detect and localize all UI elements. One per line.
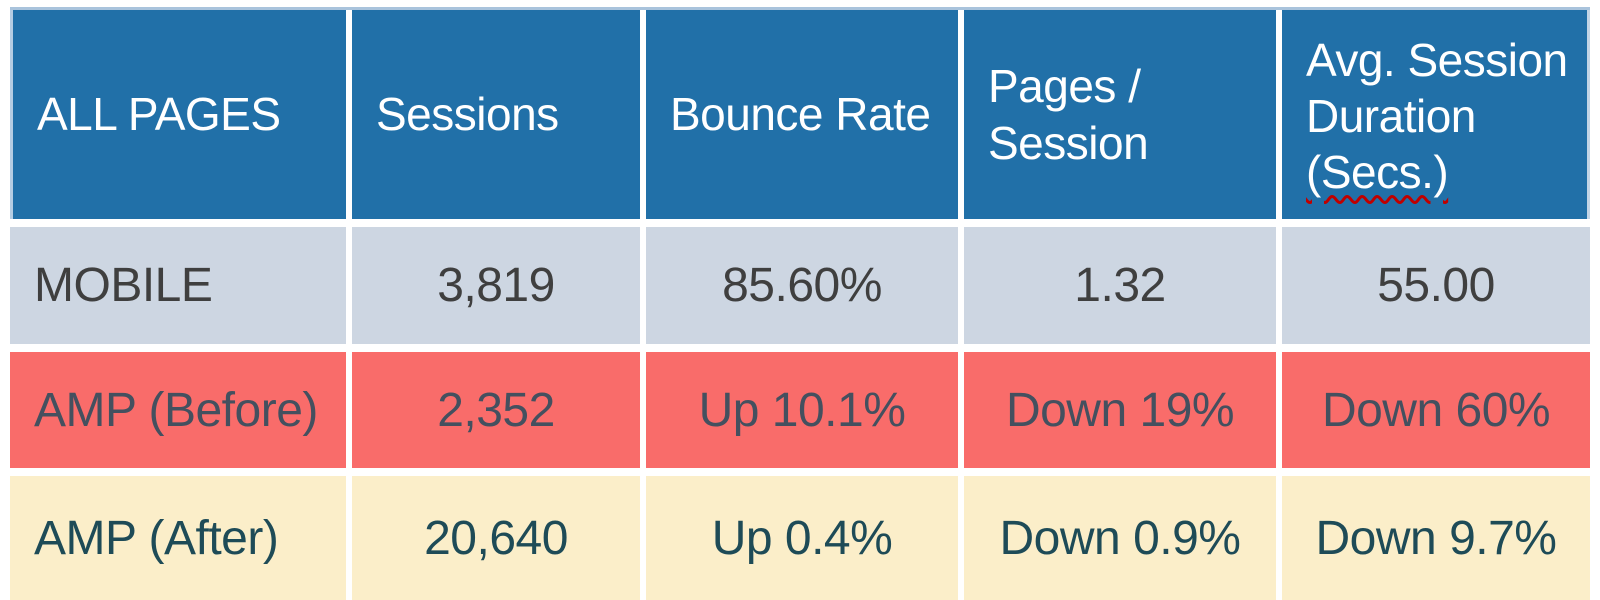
header-avg-line-1: Avg. Session [1306, 34, 1568, 86]
row-amp-before-label: AMP (Before) [10, 352, 346, 468]
cell-mobile-pages-per-session: 1.32 [964, 227, 1276, 344]
cell-amp-before-bounce-rate: Up 10.1% [646, 352, 958, 468]
header-avg-line-2: Duration [1306, 90, 1476, 143]
header-cell-pages-per-session: Pages / Session [964, 10, 1276, 219]
cell-amp-after-avg-session-duration: Down 9.7% [1282, 476, 1590, 600]
row-amp-after-label: AMP (After) [10, 476, 346, 600]
header-avg-line-3-misspelled: (Secs.) [1306, 146, 1449, 199]
cell-mobile-avg-session-duration: 55.00 [1282, 227, 1590, 344]
cell-amp-before-avg-session-duration: Down 60% [1282, 352, 1590, 468]
cell-mobile-sessions: 3,819 [352, 227, 640, 344]
analytics-comparison-table: ALL PAGES Sessions Bounce Rate Pages / S… [10, 7, 1590, 600]
row-mobile-label: MOBILE [10, 227, 346, 344]
header-cell-all-pages: ALL PAGES [10, 10, 346, 219]
header-cell-sessions: Sessions [352, 10, 640, 219]
header-cell-bounce-rate: Bounce Rate [646, 10, 958, 219]
header-cell-avg-session-duration: Avg. Session Duration (Secs.) [1282, 10, 1590, 219]
cell-amp-after-bounce-rate: Up 0.4% [646, 476, 958, 600]
cell-amp-before-pages-per-session: Down 19% [964, 352, 1276, 468]
cell-amp-before-sessions: 2,352 [352, 352, 640, 468]
cell-mobile-bounce-rate: 85.60% [646, 227, 958, 344]
cell-amp-after-sessions: 20,640 [352, 476, 640, 600]
cell-amp-after-pages-per-session: Down 0.9% [964, 476, 1276, 600]
